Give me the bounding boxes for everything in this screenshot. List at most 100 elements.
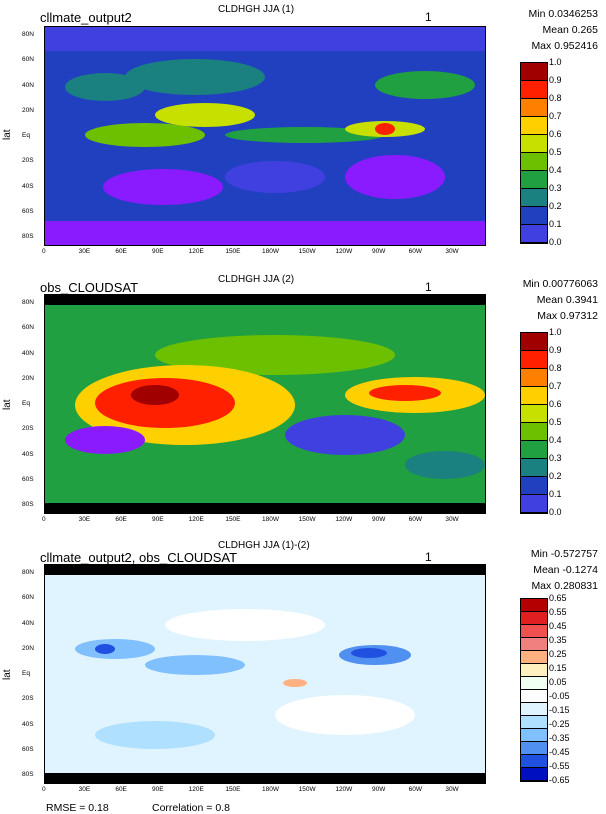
colorbar-swatch (521, 625, 547, 638)
colorbar-swatch (521, 387, 547, 405)
lon-tick-label: 60E (115, 786, 127, 793)
colorbar-label: 0.15 (549, 663, 567, 673)
colorbar-swatch (521, 459, 547, 477)
colorbar-swatch (521, 333, 547, 351)
colorbar-label: 0.1 (549, 219, 562, 229)
lat-tick-label: 40S (22, 182, 34, 190)
lon-tick-label: 30E (78, 248, 91, 255)
colorbar-label: 0.25 (549, 649, 567, 659)
lat-tick-label: 80N (22, 31, 34, 38)
lon-tick-label: 150E (225, 516, 241, 523)
lon-tick-label: 30E (78, 516, 91, 523)
colorbar-swatch (521, 351, 547, 369)
colorbar-label: 0.0 (549, 507, 562, 517)
colorbar-label: 1.0 (549, 57, 562, 67)
colorbar-swatch (521, 117, 547, 135)
lat-tick-label: 60S (22, 475, 34, 483)
colorbar-swatch (521, 651, 547, 664)
y-axis-label: lat (2, 399, 13, 410)
stat-mean: Mean 0.3941 (536, 294, 598, 306)
lat-tick-label: 80S (22, 233, 34, 240)
colorbar-swatch (521, 612, 547, 625)
colorbar-label: 0.2 (549, 201, 562, 211)
lat-tick-label: 40N (22, 349, 34, 357)
lon-tick-label: 180W (262, 516, 279, 523)
stats-block: Min 0.00776063 Mean 0.3941 Max 0.97312 (523, 276, 598, 324)
colorbar-label: 0.1 (549, 489, 562, 499)
lon-tick-label: 60W (408, 516, 423, 523)
map-plot-area (45, 565, 485, 783)
lat-tick-label: Eq (22, 670, 30, 677)
lat-tick-label: 80N (22, 569, 34, 576)
colorbar (520, 598, 548, 782)
colorbar-label: 0.8 (549, 363, 562, 373)
lon-tick-label: 60E (115, 516, 127, 523)
lat-tick-label: 20S (22, 157, 34, 165)
lon-tick-label: 30W (445, 516, 459, 523)
colorbar-swatch (521, 225, 547, 243)
lat-tick-label: Eq (22, 132, 30, 139)
colorbar-swatch (521, 495, 547, 513)
panel-title-right: 1 (425, 10, 432, 24)
colorbar-swatch (521, 703, 547, 716)
colorbar-swatch (521, 599, 547, 612)
lon-tick-label: 150W (298, 248, 316, 255)
colorbar-swatch (521, 729, 547, 742)
correlation-label: Correlation = 0.8 (152, 802, 230, 814)
stat-mean: Mean 0.265 (542, 24, 598, 36)
colorbar-label: 0.05 (549, 677, 567, 687)
colorbar-label: 0.4 (549, 435, 562, 445)
stat-mean: Mean -0.1274 (533, 564, 598, 576)
lon-tick-label: 150W (298, 516, 316, 523)
lon-tick-label: 90W (372, 516, 386, 523)
lon-tick-label: 90W (372, 786, 386, 793)
colorbar-label: -0.35 (549, 733, 570, 743)
colorbar-label: 0.6 (549, 399, 562, 409)
colorbar-label: 0.45 (549, 621, 567, 631)
colorbar-swatch (521, 189, 547, 207)
lat-tick-label: 60N (22, 594, 34, 602)
colorbar-swatch (521, 405, 547, 423)
colorbar-swatch (521, 81, 547, 99)
lon-tick-label: 180W (262, 248, 279, 255)
panel-difference: cllmate_output2, obs_CLOUDSAT CLDHGH JJA… (0, 540, 606, 814)
panel-title-left: cllmate_output2 (40, 10, 132, 25)
colorbar-swatch (521, 441, 547, 459)
colorbar-label: -0.15 (549, 705, 570, 715)
colorbar-label: 0.7 (549, 111, 562, 121)
stat-min: Min -0.572757 (530, 548, 598, 560)
colorbar-swatch (521, 99, 547, 117)
lon-tick-label: 120E (188, 786, 204, 793)
lon-tick-label: 120E (188, 516, 204, 523)
contour-map-obs (44, 294, 486, 514)
lon-tick-label: 120E (188, 248, 204, 255)
colorbar-label: -0.55 (549, 761, 570, 771)
panel-title-left: obs_CLOUDSAT (40, 280, 139, 295)
lat-tick-label: 80N (22, 299, 34, 306)
lat-tick-label: 20S (22, 695, 34, 703)
colorbar-label: 1.0 (549, 327, 562, 337)
colorbar-label: 0.9 (549, 75, 562, 85)
colorbar-swatch (521, 768, 547, 781)
colorbar-label: -0.45 (549, 747, 570, 757)
lon-tick-label: 120W (335, 248, 353, 255)
panel-observations: obs_CLOUDSAT CLDHGH JJA (2) 1 Min 0.0077… (0, 270, 606, 530)
lat-tick-label: 60N (22, 56, 34, 64)
colorbar-swatch (521, 755, 547, 768)
lat-tick-label: 40N (22, 81, 34, 89)
colorbar-label: -0.05 (549, 691, 570, 701)
colorbar-label: -0.65 (549, 775, 570, 785)
stat-max: Max 0.952416 (531, 40, 598, 52)
lon-tick-label: 0 (42, 516, 46, 523)
lat-tick-label: 60S (22, 745, 34, 753)
lon-tick-label: 60E (115, 248, 127, 255)
panel-title-right: 1 (425, 550, 432, 564)
colorbar-label: 0.3 (549, 453, 562, 463)
colorbar-swatch (521, 153, 547, 171)
colorbar-swatch (521, 207, 547, 225)
lon-tick-label: 30E (78, 786, 91, 793)
panel-title-center: CLDHGH JJA (2) (218, 274, 295, 285)
lon-tick-label: 30W (445, 248, 459, 255)
lon-tick-label: 30W (445, 786, 459, 793)
colorbar-label: 0.4 (549, 165, 562, 175)
